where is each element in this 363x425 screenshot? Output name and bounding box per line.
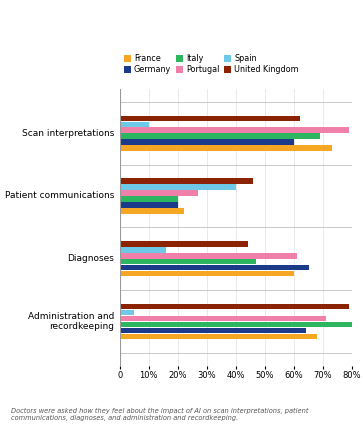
Bar — [120, 196, 178, 202]
Bar — [120, 322, 355, 327]
Bar — [120, 316, 326, 321]
Bar — [120, 122, 149, 127]
Text: Doctors were asked how they feel about the impact of AI on scan interpretations,: Doctors were asked how they feel about t… — [11, 408, 309, 421]
Bar — [120, 116, 300, 121]
Bar — [120, 145, 332, 151]
Bar — [120, 247, 166, 252]
Legend: France, Germany, Italy, Portugal, Spain, United Kingdom: France, Germany, Italy, Portugal, Spain,… — [124, 54, 299, 74]
Bar — [120, 271, 294, 276]
Bar — [120, 310, 134, 315]
Bar — [120, 241, 248, 246]
Bar — [120, 133, 320, 139]
Bar — [120, 139, 294, 145]
Bar — [120, 253, 297, 258]
Bar — [120, 190, 198, 196]
Bar — [120, 265, 309, 270]
Bar — [120, 334, 317, 339]
Bar — [120, 259, 256, 264]
Bar — [120, 202, 178, 208]
Bar — [120, 328, 306, 333]
Bar — [120, 128, 349, 133]
Bar — [120, 178, 253, 184]
Bar — [120, 184, 236, 190]
Bar — [120, 208, 184, 214]
Bar — [120, 304, 349, 309]
